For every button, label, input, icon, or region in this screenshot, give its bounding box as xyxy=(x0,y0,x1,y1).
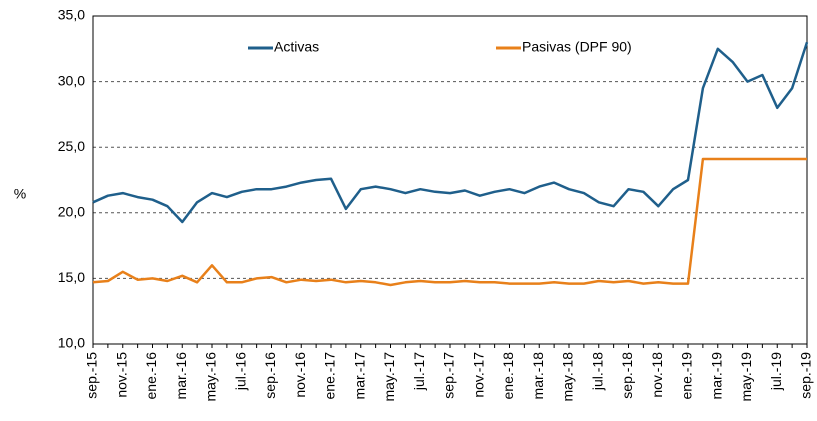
y-tick-label: 30,0 xyxy=(58,72,85,88)
x-tick-label: sep.-15 xyxy=(84,352,100,399)
x-tick-label: jul.-16 xyxy=(232,352,248,391)
x-tick-label: nov.-17 xyxy=(470,352,486,398)
x-tick-label: sep.-16 xyxy=(262,352,278,399)
x-tick-label: may.-16 xyxy=(203,352,219,402)
x-tick-label: ene.-17 xyxy=(322,352,338,400)
x-tick-label: ene.-18 xyxy=(500,352,516,400)
x-tick-label: sep.-17 xyxy=(441,352,457,399)
legend-label: Activas xyxy=(274,39,319,55)
x-tick-label: jul.-19 xyxy=(768,352,784,391)
x-tick-label: ene.-16 xyxy=(143,352,159,400)
y-tick-label: 25,0 xyxy=(58,138,85,154)
x-tick-label: jul.-17 xyxy=(411,352,427,391)
x-tick-label: may.-19 xyxy=(738,352,754,402)
x-tick-label: may.-18 xyxy=(560,352,576,402)
y-tick-label: 20,0 xyxy=(58,204,85,220)
x-tick-label: nov.-16 xyxy=(292,352,308,398)
y-tick-label: 10,0 xyxy=(58,335,85,351)
x-tick-label: sep.-19 xyxy=(798,352,814,399)
line-series xyxy=(92,157,807,287)
x-tick-label: jul.-18 xyxy=(589,352,605,391)
y-tick-label: 15,0 xyxy=(58,269,85,285)
x-tick-label: mar.-18 xyxy=(530,352,546,400)
line-series xyxy=(92,41,809,224)
x-tick-label: mar.-19 xyxy=(708,352,724,400)
x-tick-label: nov.-18 xyxy=(649,352,665,398)
x-tick-label: mar.-17 xyxy=(351,352,367,400)
y-axis-label: % xyxy=(14,186,26,202)
x-tick-label: ene.-19 xyxy=(679,352,695,400)
x-tick-label: mar.-16 xyxy=(173,352,189,400)
y-tick-label: 35,0 xyxy=(58,7,85,23)
x-tick-label: sep.-18 xyxy=(619,352,635,399)
x-tick-label: nov.-15 xyxy=(113,352,129,398)
x-tick-label: may.-17 xyxy=(381,352,397,402)
legend-label: Pasivas (DPF 90) xyxy=(522,39,632,55)
